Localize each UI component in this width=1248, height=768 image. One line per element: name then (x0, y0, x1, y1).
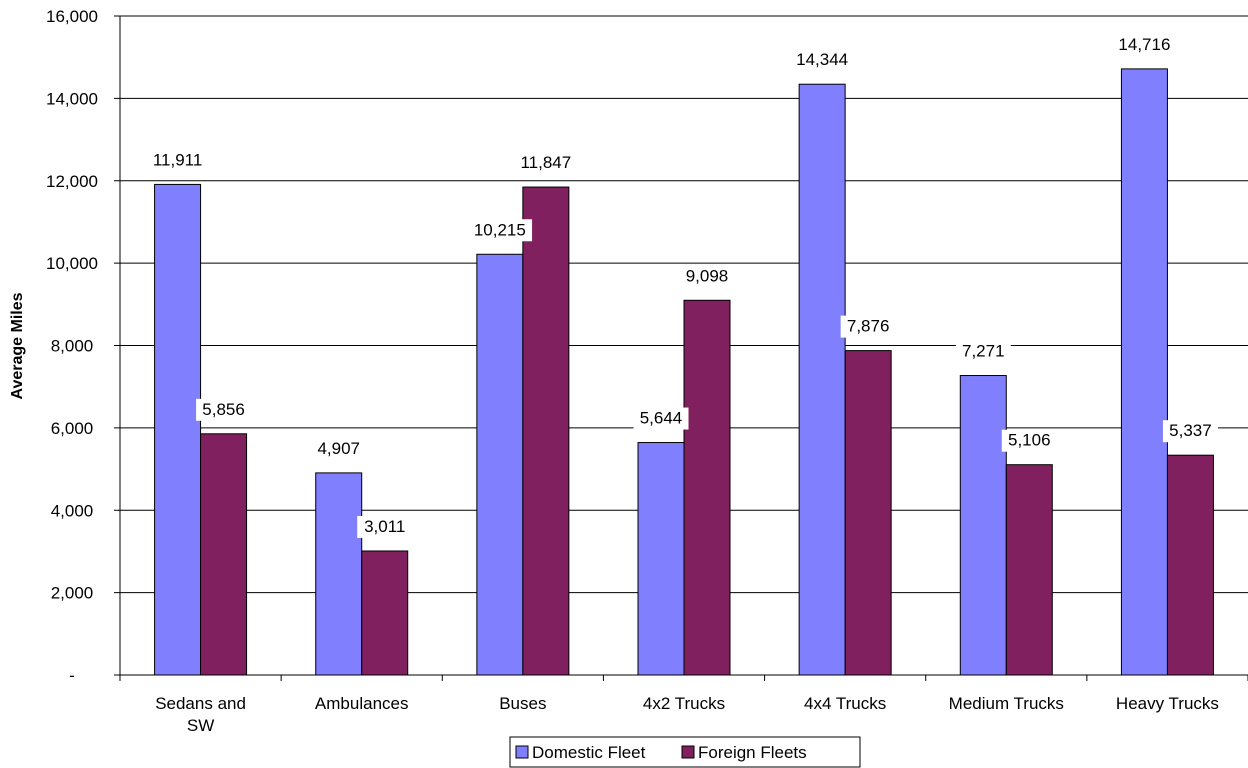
data-label: 14,344 (796, 50, 848, 69)
y-tick-label: 10,000 (46, 254, 98, 273)
data-label: 10,215 (474, 220, 526, 239)
data-label: 11,847 (520, 153, 571, 172)
y-tick-label: - (69, 666, 75, 685)
bar-domestic (476, 253, 524, 676)
bar-foreign (522, 186, 570, 676)
x-tick-label: 4x4 Trucks (804, 694, 886, 713)
data-label-bg (467, 219, 533, 242)
data-label-bg (955, 340, 1011, 363)
data-label: 5,106 (1008, 431, 1051, 450)
data-label-bg (633, 407, 689, 430)
y-axis-label: Average Miles (9, 292, 26, 399)
bar-domestic (798, 83, 846, 676)
data-labels: 11,911 4,907 10,215 5,644 14,344 7,271 14,716 5… (145, 33, 1218, 538)
data-label-bg (145, 149, 210, 172)
y-tick-label: 2,000 (51, 584, 94, 603)
bar-domestic (959, 375, 1007, 676)
data-label-bg (679, 265, 735, 288)
data-label: 7,271 (962, 342, 1005, 361)
legend-swatch (515, 745, 529, 759)
bar-domestic (1120, 68, 1168, 676)
data-label-bg (513, 152, 579, 175)
data-label: 4,907 (317, 439, 360, 458)
legend-label: Domestic Fleet (532, 743, 646, 762)
bar-foreign (361, 550, 409, 676)
data-label-bg (1112, 33, 1177, 56)
bar-foreign (1005, 464, 1053, 676)
bar-foreign (844, 350, 892, 676)
legend: Domestic Fleet Foreign Fleets (509, 736, 861, 768)
x-tick-labels: Sedans and SW Ambulances Buses 4x2 Trucks 4x4… (155, 694, 1219, 735)
x-tick-label: Heavy Trucks (1116, 694, 1219, 713)
x-tick-label: Medium Trucks (949, 694, 1064, 713)
bar-domestic (154, 183, 202, 676)
legend-label: Foreign Fleets (698, 743, 807, 762)
data-label: 7,876 (847, 317, 890, 336)
x-tick-label: Ambulances (315, 694, 409, 713)
data-label-bg (311, 437, 367, 460)
data-label-bg (1162, 420, 1218, 443)
y-tick-label: 16,000 (46, 7, 98, 26)
axes (114, 15, 1248, 681)
x-tick-label: Sedans and SW (155, 694, 246, 735)
data-label-bg (789, 49, 855, 72)
x-tick-label: Buses (499, 694, 546, 713)
y-tick-label: 14,000 (46, 89, 98, 108)
bars (154, 68, 1214, 676)
data-label-bg (357, 515, 413, 538)
x-tick-label: 4x2 Trucks (643, 694, 725, 713)
y-tick-label: 12,000 (46, 172, 98, 191)
y-tick-labels: - 2,000 4,000 6,000 8,000 10,000 12,000 14,000 1… (46, 7, 98, 685)
bar-domestic (637, 442, 685, 676)
bar-foreign (1166, 454, 1214, 676)
data-label: 9,098 (686, 266, 729, 285)
data-label-bg (196, 398, 252, 421)
data-label: 3,011 (364, 517, 405, 536)
data-label: 5,644 (640, 409, 683, 428)
bar-foreign (683, 299, 731, 676)
data-label-bg (1001, 429, 1057, 452)
data-label: 5,337 (1169, 421, 1212, 440)
data-label: 11,911 (153, 150, 202, 169)
y-tick-label: 6,000 (51, 419, 94, 438)
bar-foreign (200, 433, 248, 676)
legend-swatch (681, 745, 695, 759)
y-tick-label: 4,000 (51, 501, 94, 520)
data-label-bg (840, 315, 896, 338)
data-label: 5,856 (202, 400, 245, 419)
bar-domestic (315, 472, 363, 676)
y-tick-label: 8,000 (51, 337, 94, 356)
data-label: 14,716 (1118, 35, 1170, 54)
